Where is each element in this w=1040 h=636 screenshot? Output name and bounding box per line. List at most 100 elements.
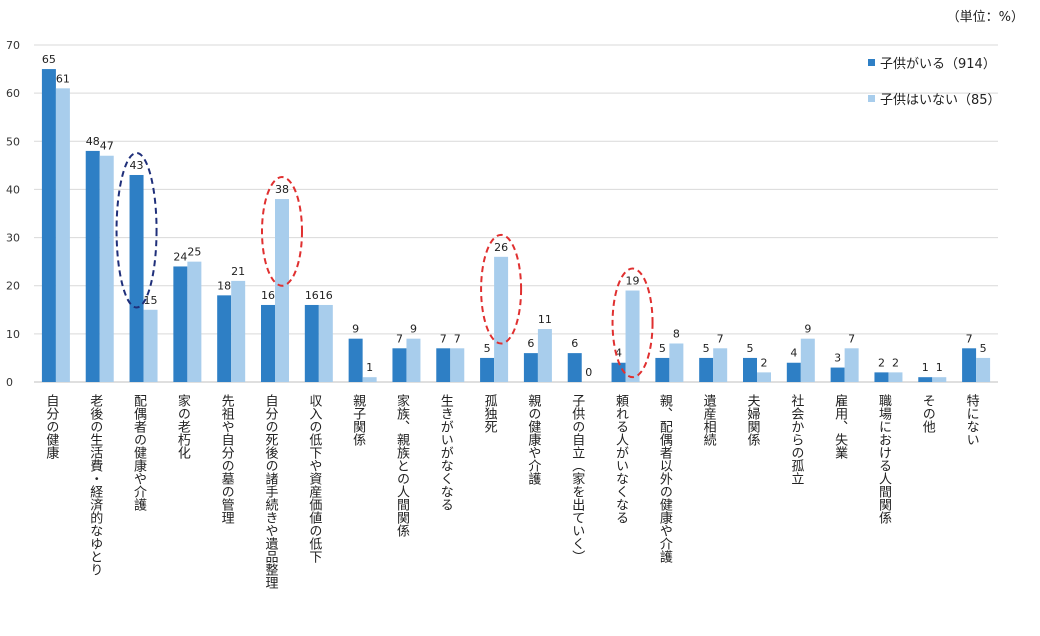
bar-series-2 xyxy=(187,261,202,382)
bar-series-2 xyxy=(625,290,640,382)
bar-series-1 xyxy=(699,357,714,382)
bar-series-1 xyxy=(743,357,757,382)
bar-series-2 xyxy=(757,372,771,382)
data-label: 21 xyxy=(231,265,245,278)
bar-series-2 xyxy=(669,343,684,382)
bar-series-2 xyxy=(55,88,70,382)
highlight-ellipse xyxy=(115,151,158,309)
category-label: 特にない xyxy=(964,394,980,446)
unit-label: （単位：%） xyxy=(946,10,1024,25)
data-label: 8 xyxy=(673,327,680,340)
highlight-ellipse xyxy=(261,176,303,287)
bar-series-1 xyxy=(874,372,889,382)
category-label: 家族、親族との人間関係 xyxy=(394,393,410,537)
category-label: 配偶者の健康や介護 xyxy=(131,394,147,511)
data-label: 5 xyxy=(659,342,666,355)
data-label: 5 xyxy=(484,342,491,355)
bar-series-1 xyxy=(962,348,977,382)
bar-series-1 xyxy=(786,362,801,382)
bar-series-1 xyxy=(261,304,275,382)
data-label: 6 xyxy=(527,337,534,350)
bar-series-2 xyxy=(537,329,552,382)
data-label: 5 xyxy=(703,342,710,355)
legend-swatch-series-1 xyxy=(868,58,875,66)
bar-series-1 xyxy=(304,304,319,382)
y-tick-label: 40 xyxy=(6,183,20,196)
bar-series-1 xyxy=(85,150,100,382)
bar-series-2 xyxy=(143,309,158,382)
y-tick-label: 10 xyxy=(6,328,20,341)
bar-series-1 xyxy=(480,357,495,382)
data-label: 7 xyxy=(454,332,461,345)
bar-series-1 xyxy=(217,295,232,382)
legend-item-series-1: 子供がいる（914） xyxy=(868,52,1001,72)
category-label: 孤独死 xyxy=(482,394,498,433)
data-label: 15 xyxy=(144,294,158,307)
data-label: 9 xyxy=(804,323,811,336)
data-label: 1 xyxy=(922,361,929,374)
bar-series-1 xyxy=(129,174,144,382)
bar-series-2 xyxy=(318,304,333,382)
y-tick-label: 70 xyxy=(6,39,20,52)
bar-series-1 xyxy=(173,266,188,382)
category-label: 遺産相続 xyxy=(701,394,717,447)
category-label: 雇用、失業 xyxy=(832,393,848,459)
bar-series-1 xyxy=(392,348,407,382)
category-label: その他 xyxy=(920,394,936,434)
data-label: 11 xyxy=(538,313,552,326)
bar-series-1 xyxy=(567,353,582,382)
y-tick-label: 0 xyxy=(6,376,13,389)
data-label: 7 xyxy=(440,332,447,345)
y-tick-label: 20 xyxy=(6,280,20,293)
data-label: 7 xyxy=(396,332,403,345)
data-label: 9 xyxy=(352,323,359,336)
category-label: 子供の自立（家を出ていく） xyxy=(569,394,585,563)
data-label: 25 xyxy=(187,246,201,259)
data-label: 0 xyxy=(585,366,592,379)
category-label: 頼れる人がいなくなる xyxy=(613,394,629,524)
bar-series-2 xyxy=(844,348,859,382)
data-label: 16 xyxy=(261,289,275,302)
data-label: 19 xyxy=(626,275,640,288)
data-label: 2 xyxy=(878,356,885,369)
bar-series-1 xyxy=(918,377,933,382)
data-label: 18 xyxy=(217,279,231,292)
legend-label-series-2: 子供はいない（85） xyxy=(880,92,1001,108)
bar-series-1 xyxy=(348,338,363,382)
y-tick-label: 30 xyxy=(6,232,20,245)
legend-label-series-1: 子供がいる（914） xyxy=(880,56,996,72)
bar-series-2 xyxy=(800,338,815,382)
data-label: 5 xyxy=(747,342,754,355)
legend-swatch-series-2 xyxy=(868,94,875,102)
bar-series-2 xyxy=(99,155,114,382)
data-label: 48 xyxy=(86,135,100,148)
bar-series-1 xyxy=(655,357,670,382)
bar-series-2 xyxy=(494,256,509,382)
highlight-ellipse xyxy=(611,267,654,379)
bar-series-2 xyxy=(275,199,289,382)
data-label: 3 xyxy=(834,352,841,365)
bar-series-2 xyxy=(888,372,903,382)
bar-series-2 xyxy=(932,377,947,382)
category-label: 職場における人間関係 xyxy=(876,394,892,524)
data-label: 7 xyxy=(966,332,973,345)
data-label: 47 xyxy=(100,140,114,153)
data-label: 43 xyxy=(130,159,144,172)
data-label: 16 xyxy=(319,289,333,302)
category-label: 先祖や自分の墓の管理 xyxy=(219,394,235,524)
category-label: 社会からの孤立 xyxy=(788,393,804,485)
legend-item-series-2: 子供はいない（85） xyxy=(868,88,1001,108)
category-label: 収入の低下や資産価値の低下 xyxy=(306,394,322,563)
bar-series-1 xyxy=(523,353,538,382)
bar-series-2 xyxy=(976,357,991,382)
category-label: 夫婦関係 xyxy=(745,394,761,446)
category-label: 自分の死後の諸手続きや遺品整理 xyxy=(263,394,279,589)
legend: 子供がいる（914） 子供はいない（85） xyxy=(868,52,1001,124)
category-label: 生きがいがなくなる xyxy=(438,394,454,511)
data-label: 26 xyxy=(494,241,508,254)
category-label: 自分の健康 xyxy=(43,394,59,459)
data-label: 65 xyxy=(42,53,56,66)
y-tick-label: 60 xyxy=(6,87,20,100)
